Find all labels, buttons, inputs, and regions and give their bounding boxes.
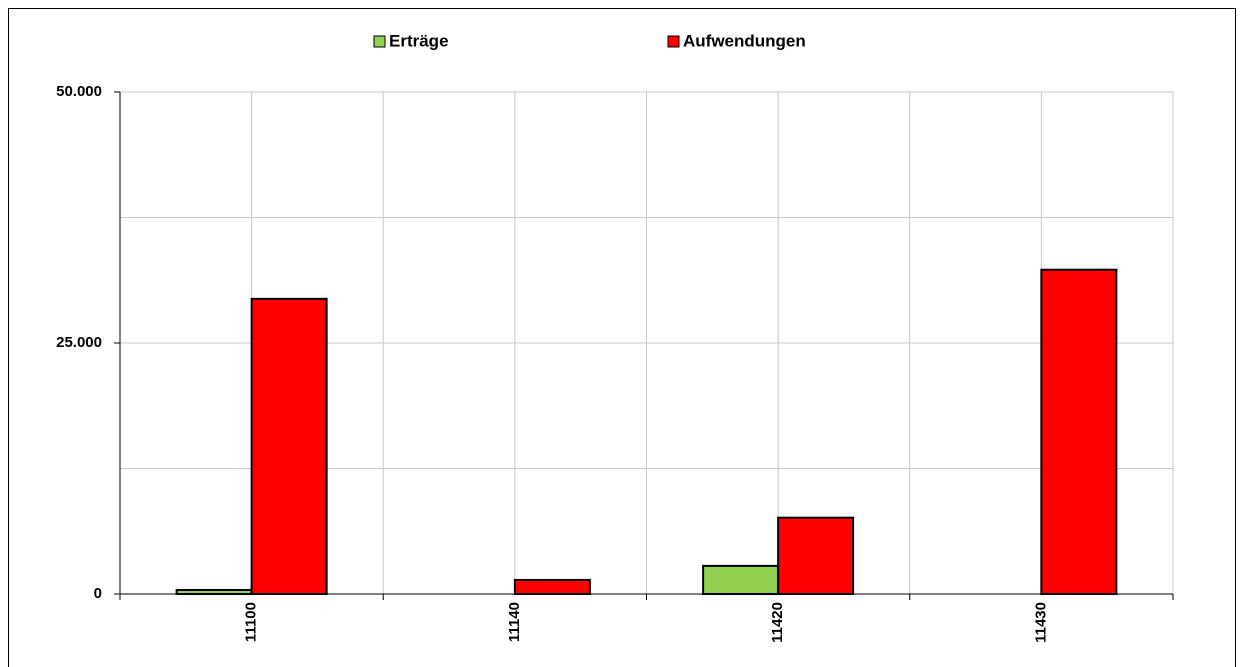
bar — [250, 297, 328, 595]
y-tick-label: 50.000 — [56, 83, 102, 100]
x-tick-label: 11430 — [1032, 602, 1049, 643]
chart-border — [8, 8, 1236, 667]
bar — [777, 516, 855, 595]
x-tick-label: 11420 — [769, 602, 786, 643]
bar — [1040, 268, 1118, 595]
bar — [702, 564, 780, 595]
x-tick-label: 11100 — [243, 602, 260, 642]
y-tick-label: 0 — [94, 585, 102, 602]
legend-label: Erträge — [389, 31, 449, 50]
legend-label: Aufwendungen — [683, 31, 806, 50]
bar — [513, 578, 591, 595]
legend-swatch — [667, 35, 680, 48]
y-tick-label: 25.000 — [56, 334, 102, 351]
bar — [175, 588, 253, 596]
x-tick-label: 11140 — [506, 602, 523, 642]
legend-swatch — [373, 35, 386, 48]
